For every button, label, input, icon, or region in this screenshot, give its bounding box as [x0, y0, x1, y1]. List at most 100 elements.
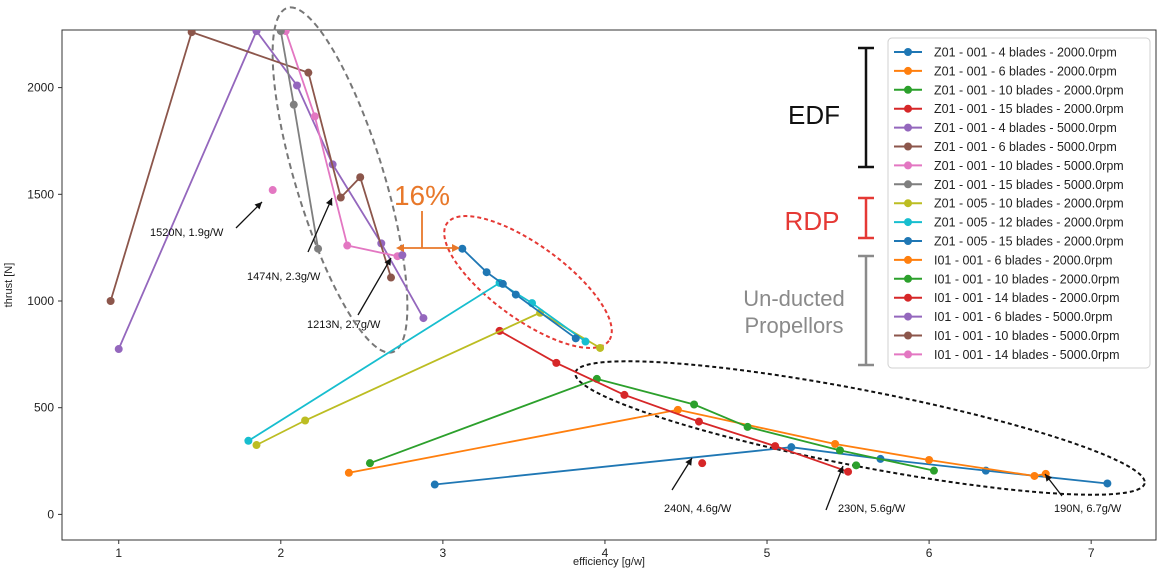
- legend-entry: Z01 - 005 - 10 blades - 2000.0rpm: [934, 197, 1124, 211]
- data-point: [458, 244, 467, 253]
- data-point: [356, 173, 365, 182]
- series-line: [434, 446, 1108, 486]
- annotation-label: 1213N, 2.7g/W: [307, 319, 381, 331]
- annotation-arrow: [357, 257, 392, 316]
- data-point: [831, 439, 840, 448]
- legend-marker: [904, 255, 912, 264]
- data-point: [252, 441, 261, 450]
- data-point: [694, 417, 703, 426]
- x-tick-label: 5: [764, 546, 771, 560]
- series-line: [117, 30, 425, 350]
- annotation-arrowhead: [254, 202, 262, 210]
- data-point: [596, 343, 605, 352]
- group-brackets: EDF RDP Un-ducted Propellors: [743, 46, 874, 367]
- data-point: [187, 30, 196, 37]
- x-tick-label: 7: [1088, 546, 1095, 560]
- legend-entry: Z01 - 001 - 6 blades - 5000.0rpm: [934, 140, 1117, 154]
- data-point: [343, 241, 352, 250]
- group-label: RDP: [785, 206, 840, 236]
- data-point: [430, 480, 439, 489]
- data-point: [852, 461, 861, 470]
- legend-entry: Z01 - 005 - 12 blades - 2000.0rpm: [934, 216, 1124, 230]
- group-label: EDF: [788, 100, 840, 130]
- data-point: [304, 68, 313, 77]
- legend-marker: [904, 331, 912, 340]
- annotation-label: 230N, 5.6g/W: [838, 503, 906, 515]
- legend-entry: Z01 - 005 - 15 blades - 2000.0rpm: [934, 235, 1124, 249]
- annotation-arrowhead: [837, 466, 844, 474]
- annotation-label: 1474N, 2.3g/W: [247, 271, 321, 283]
- legend-entry: Z01 - 001 - 15 blades - 2000.0rpm: [934, 102, 1124, 116]
- legend-marker: [904, 274, 912, 283]
- y-tick-label: 500: [34, 401, 54, 415]
- legend-marker: [904, 123, 912, 132]
- x-tick-label: 6: [926, 546, 933, 560]
- legend-marker: [904, 180, 912, 189]
- legend-entry: Z01 - 001 - 10 blades - 5000.0rpm: [934, 159, 1124, 173]
- legend-entry: Z01 - 001 - 15 blades - 5000.0rpm: [934, 178, 1124, 192]
- legend-entry: I01 - 001 - 10 blades - 5000.0rpm: [934, 329, 1120, 343]
- data-point: [698, 459, 707, 468]
- legend-marker: [904, 161, 912, 170]
- series-line: [256, 311, 601, 446]
- annotation-label: 190N, 6.7g/W: [1054, 503, 1122, 515]
- data-point: [344, 468, 353, 477]
- legend-entry: I01 - 001 - 14 blades - 5000.0rpm: [934, 348, 1120, 362]
- legend-marker: [904, 48, 912, 56]
- annotation-label: 240N, 4.6g/W: [664, 503, 732, 515]
- x-axis-label: efficiency [g/w]: [573, 556, 645, 568]
- series-line: [284, 30, 398, 258]
- data-point: [387, 273, 396, 282]
- data-point: [365, 459, 374, 468]
- y-tick-label: 2000: [27, 81, 54, 95]
- data-point: [1030, 471, 1039, 480]
- data-point: [511, 290, 520, 299]
- y-tick-label: 0: [47, 507, 54, 521]
- annotation-arrow: [307, 197, 333, 253]
- data-point: [787, 443, 796, 452]
- x-tick-label: 3: [440, 546, 447, 560]
- series-line: [279, 30, 319, 249]
- data-point: [398, 251, 407, 260]
- data-point: [293, 81, 302, 90]
- legend-entry: I01 - 001 - 14 blades - 2000.0rpm: [934, 291, 1120, 305]
- legend-entry: I01 - 001 - 6 blades - 5000.0rpm: [934, 310, 1113, 324]
- percent-label: 16%: [394, 180, 450, 211]
- ellipse-rdp: [443, 215, 613, 349]
- series-line: [369, 377, 935, 472]
- percent-arrowhead-left: [396, 244, 404, 252]
- data-point: [301, 416, 310, 425]
- legend-entry: Z01 - 001 - 6 blades - 2000.0rpm: [934, 64, 1117, 78]
- axes-layer: 1 2 3 4 5 6 7 0 500 1000 1500 2000 efficiency [g/w] t…: [3, 81, 1095, 568]
- data-point: [620, 390, 629, 399]
- legend-marker: [904, 237, 912, 245]
- legend-marker: [904, 293, 912, 302]
- data-point: [743, 422, 752, 431]
- legend-marker: [904, 85, 912, 94]
- legend-marker: [904, 66, 912, 75]
- legend-entry: Z01 - 001 - 4 blades - 5000.0rpm: [934, 121, 1117, 135]
- group-label: Un-ducted Propellors: [743, 286, 845, 338]
- legend-box: [887, 37, 1151, 369]
- data-point: [929, 466, 938, 475]
- data-point: [482, 268, 491, 277]
- data-point: [552, 358, 561, 367]
- data-point: [114, 345, 123, 354]
- data-point: [844, 467, 853, 476]
- legend: Z01 - 001 - 4 blades - 2000.0rpm Z01 - 00…: [887, 37, 1151, 369]
- data-point: [289, 100, 298, 109]
- x-tick-label: 2: [277, 546, 284, 560]
- data-point: [276, 30, 285, 36]
- legend-entry: I01 - 001 - 10 blades - 2000.0rpm: [934, 272, 1120, 286]
- data-point: [673, 405, 682, 414]
- annotation-arrowhead: [685, 458, 692, 466]
- data-point: [244, 436, 253, 445]
- legend-marker: [904, 199, 912, 208]
- data-point: [314, 244, 323, 253]
- data-point: [106, 297, 115, 306]
- data-point: [690, 400, 699, 409]
- data-point: [581, 337, 590, 346]
- legend-entry: Z01 - 001 - 4 blades - 2000.0rpm: [934, 46, 1117, 60]
- data-point: [252, 30, 261, 36]
